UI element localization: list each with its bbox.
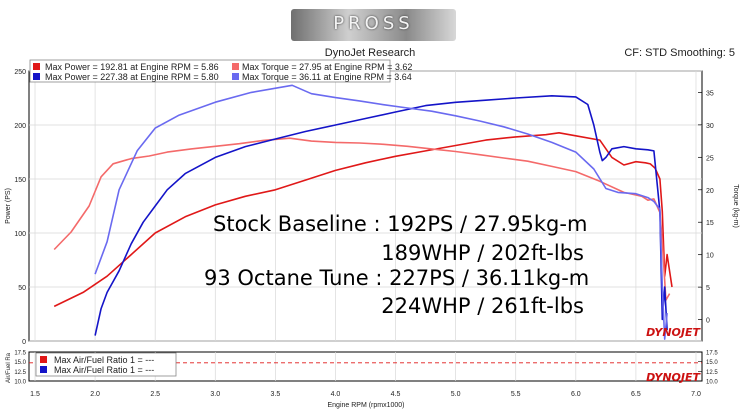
x-axis-title: Engine RPM (rpmx1000) xyxy=(327,402,404,409)
y2-tick-label: 5 xyxy=(706,285,710,292)
y-axis-title-torque: Torque (kg-m) xyxy=(732,184,739,228)
tune-power-line xyxy=(94,95,668,336)
stock-torque-line xyxy=(53,137,671,301)
afr-y-tick-label-left: 17.5 xyxy=(14,351,26,357)
afr-legend-stock: Max Air/Fuel Ratio 1 = --- xyxy=(54,355,154,365)
annotation-stock-imperial: 189WHP / 202ft-lbs xyxy=(381,241,584,265)
afr-legend-swatch-tune xyxy=(40,366,47,373)
y-tick-label: 0 xyxy=(22,339,26,346)
afr-legend-box xyxy=(35,352,177,377)
correction-info: CF: STD Smoothing: 5 xyxy=(624,47,735,59)
afr-y-tick-label-left: 10.0 xyxy=(14,380,26,386)
y-tick-label: 150 xyxy=(14,177,26,184)
x-tick-label: 2.5 xyxy=(150,391,160,398)
afr-y-tick-label-right: 10.0 xyxy=(706,380,718,386)
y2-tick-label: 20 xyxy=(706,188,714,195)
afr-y-tick-label-right: 15.0 xyxy=(706,360,718,366)
logo-text: PROSS xyxy=(333,13,414,34)
x-tick-label: 6.5 xyxy=(631,391,641,398)
y-axis-title-afr: Air/Fuel Ra xyxy=(6,352,12,383)
x-tick-label: 3.0 xyxy=(210,391,220,398)
legend-box xyxy=(29,59,391,83)
y-tick-label: 50 xyxy=(18,285,26,292)
main-plot-frame xyxy=(28,70,703,342)
legend-swatch-tune-power xyxy=(33,73,40,80)
legend-swatch-stock-torque xyxy=(232,63,239,70)
afr-legend-tune: Max Air/Fuel Ratio 1 = --- xyxy=(54,365,154,375)
x-tick-label: 2.0 xyxy=(90,391,100,398)
dynojet-logo-main: DYNOJET xyxy=(646,326,701,339)
afr-y-tick-label-left: 12.5 xyxy=(14,370,26,376)
y-tick-label: 250 xyxy=(14,69,26,76)
legend-swatch-stock-power xyxy=(33,63,40,70)
legend-stock-torque: Max Torque = 27.95 at Engine RPM = 3.62 xyxy=(242,62,412,72)
pross-logo: PROSS xyxy=(291,9,456,41)
y-tick-label: 200 xyxy=(14,123,26,130)
legend-tune-power: Max Power = 227.38 at Engine RPM = 5.80 xyxy=(45,72,219,82)
afr-axes: 1.5 2.0 2.5 3.0 3.5 4.0 4.5 5.0 5.5 6.0 6.5 7.0 10.0… xyxy=(14,351,718,399)
afr-legend-swatch-stock xyxy=(40,356,47,363)
afr-y-tick-label-left: 15.0 xyxy=(14,360,26,366)
legend-tune-torque: Max Torque = 36.11 at Engine RPM = 3.64 xyxy=(242,72,412,82)
y2-tick-label: 25 xyxy=(706,155,714,162)
annotation-stock-metric: Stock Baseline : 192PS / 27.95kg-m xyxy=(213,212,587,236)
annotation-tune-imperial: 224WHP / 261ft-lbs xyxy=(381,294,584,318)
tune-torque-line xyxy=(94,84,668,340)
dynojet-logo-afr: DYNOJET xyxy=(646,371,701,384)
y2-tick-label: 35 xyxy=(706,90,714,97)
afr-y-tick-label-right: 12.5 xyxy=(706,370,718,376)
x-tick-label: 5.0 xyxy=(451,391,461,398)
x-tick-label: 5.5 xyxy=(511,391,521,398)
x-tick-label: 4.5 xyxy=(391,391,401,398)
legend-swatch-tune-torque xyxy=(232,73,239,80)
x-tick-label: 6.0 xyxy=(571,391,581,398)
annotation-tune-metric: 93 Octane Tune : 227PS / 36.11kg-m xyxy=(204,266,589,290)
legend-stock-power: Max Power = 192.81 at Engine RPM = 5.86 xyxy=(45,62,219,72)
y2-tick-label: 0 xyxy=(706,318,710,325)
y2-tick-label: 30 xyxy=(706,123,714,130)
x-tick-label: 3.5 xyxy=(270,391,280,398)
y-tick-label: 100 xyxy=(14,231,26,238)
y2-tick-label: 10 xyxy=(706,253,714,260)
afr-y-tick-label-right: 17.5 xyxy=(706,351,718,357)
x-tick-label: 1.5 xyxy=(30,391,40,398)
main-axes: 0 50 100 150 200 250 0 5 10 15 20 25 30 35 xyxy=(14,69,714,346)
chart-title: DynoJet Research xyxy=(325,47,416,59)
x-tick-label: 7.0 xyxy=(691,391,701,398)
stock-power-line xyxy=(53,132,673,308)
y-axis-title-power: Power (PS) xyxy=(5,188,12,224)
y2-tick-label: 15 xyxy=(706,220,714,227)
main-series-group xyxy=(53,84,673,340)
x-tick-label: 4.0 xyxy=(331,391,341,398)
